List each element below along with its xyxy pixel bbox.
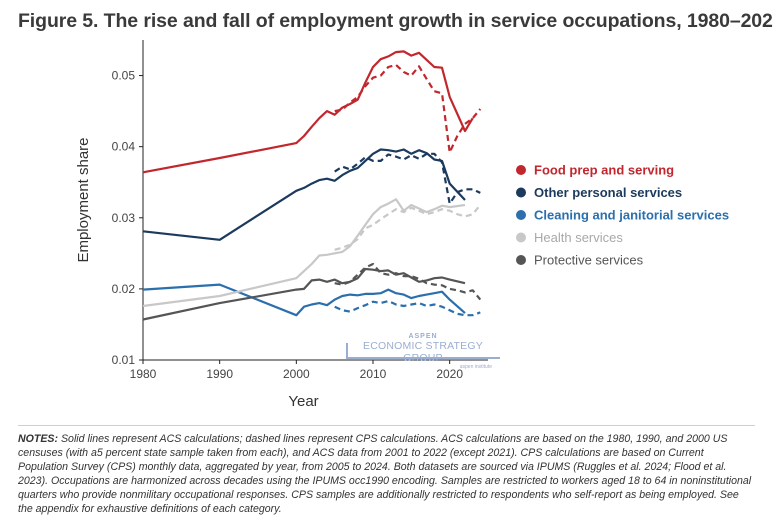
legend-marker-food-prep-and-serving [516, 165, 526, 175]
aspen-watermark: ASPEN ECONOMIC STRATEGY GROUP aspen inst… [346, 333, 500, 370]
x-tick-label: 1980 [130, 367, 157, 381]
series-line-acs-health-services [142, 198, 466, 308]
plot-area [142, 50, 482, 321]
legend-marker-cleaning-and-janitorial-services [516, 210, 526, 220]
legend-label-other-personal-services: Other personal services [534, 185, 682, 200]
notes-label: NOTES: [18, 433, 59, 445]
legend-marker-other-personal-services [516, 187, 526, 198]
series-line-acs-protective-services [142, 267, 466, 321]
x-tick-label: 2000 [283, 367, 310, 381]
series-line-cps-food-prep-and-serving [334, 63, 482, 154]
divider [18, 425, 755, 426]
x-tick-label: 2020 [436, 367, 463, 381]
watermark-line1: ASPEN [408, 333, 438, 340]
watermark-line2: ECONOMIC STRATEGY GROUP [363, 340, 483, 364]
x-tick-label: 2010 [360, 367, 387, 381]
y-tick-label: 0.04 [112, 140, 136, 154]
series-line-acs-cleaning-and-janitorial-services [142, 283, 466, 317]
watermark-frame [346, 343, 500, 359]
y-tick-label: 0.05 [112, 69, 136, 83]
y-tick-label: 0.03 [112, 211, 136, 225]
watermark-line3: aspen institute [459, 364, 492, 370]
line-chart: 0.01 0.02 0.03 0.04 0.05 1980 1990 2000 2010 2020… [75, 40, 729, 410]
y-axis-label: Employment share [75, 137, 92, 262]
legend-marker-protective-services [516, 255, 526, 265]
legend-label-protective-services: Protective services [534, 253, 644, 268]
series-line-acs-food-prep-and-serving [142, 50, 474, 174]
legend-label-health-services: Health services [534, 230, 623, 245]
notes-text: Solid lines represent ACS calculations; … [18, 433, 752, 515]
series-line-acs-other-personal-services [142, 148, 466, 241]
series-line-cps-other-personal-services [334, 152, 481, 205]
legend: Food prep and serving Other personal serv… [516, 163, 729, 268]
chart-title: Figure 5. The rise and fall of employmen… [18, 10, 773, 32]
chart-axes: 0.01 0.02 0.03 0.04 0.05 1980 1990 2000 2010 2020… [75, 40, 488, 410]
series-line-cps-protective-services [334, 262, 482, 301]
y-tick-label: 0.01 [112, 353, 136, 367]
legend-marker-health-services [516, 232, 526, 243]
notes: NOTES: Solid lines represent ACS calcula… [18, 432, 756, 516]
x-tick-label: 1990 [206, 367, 233, 381]
legend-label-food-prep-and-serving: Food prep and serving [534, 163, 674, 178]
legend-label-cleaning-and-janitorial-services: Cleaning and janitorial services [534, 208, 729, 223]
x-axis-label: Year [288, 393, 318, 410]
series-line-cps-health-services [334, 204, 482, 251]
y-tick-label: 0.02 [112, 282, 136, 296]
